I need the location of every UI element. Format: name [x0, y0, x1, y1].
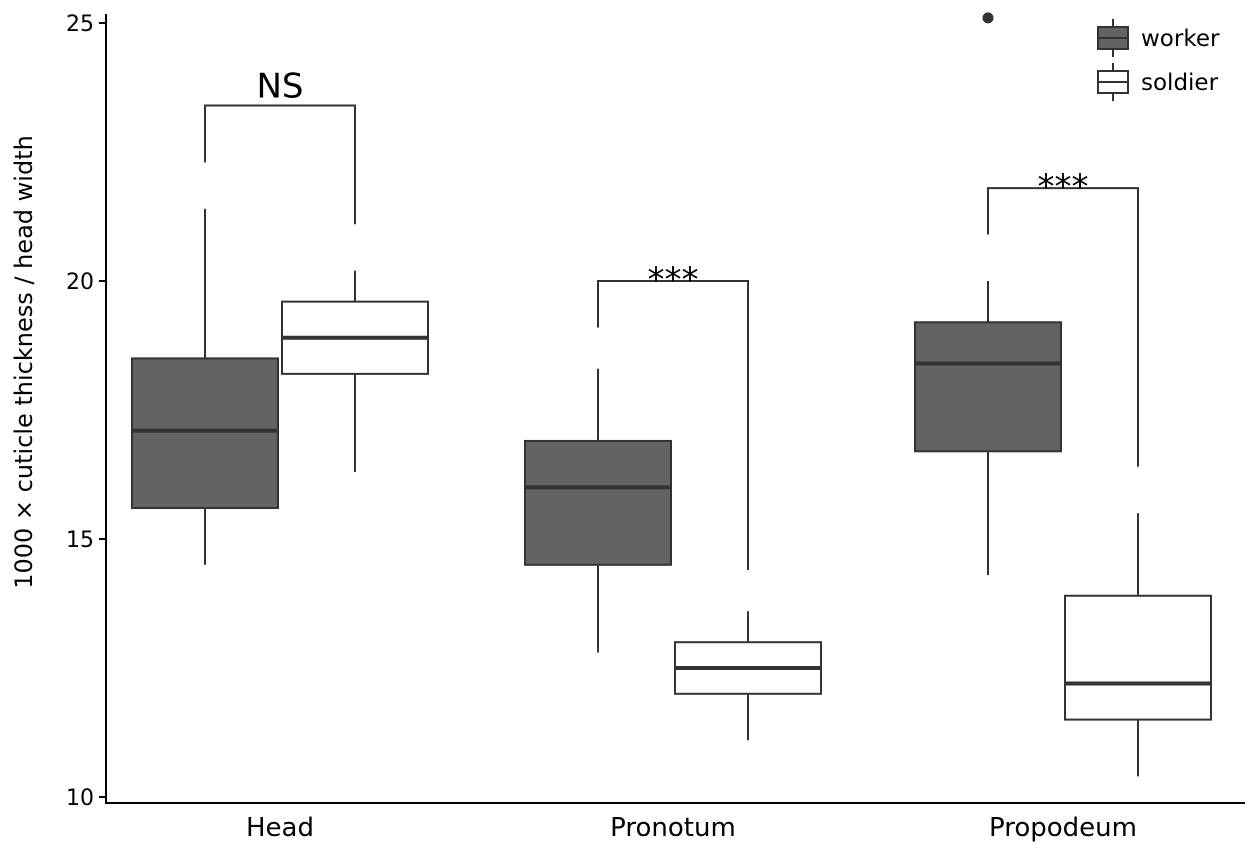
legend: worker soldier: [1097, 19, 1220, 101]
significance-bracket: [597, 280, 749, 570]
legend-label: soldier: [1141, 70, 1219, 96]
box-soldier-head: [281, 270, 429, 472]
legend-item-worker: worker: [1097, 19, 1220, 57]
box-worker-propodeum: [914, 12, 1062, 576]
box-soldier-propodeum: [1064, 513, 1212, 777]
significance-bracket: [987, 187, 1139, 467]
legend-label: worker: [1141, 26, 1220, 52]
significance-label: ***: [648, 260, 699, 300]
box-worker-pronotum: [524, 368, 672, 653]
outlier-point: [982, 12, 994, 24]
y-tick-label: 20: [66, 270, 94, 295]
x-tick-label: Pronotum: [610, 813, 736, 843]
significance-bracket: [204, 104, 356, 225]
box-iqr: [524, 439, 672, 566]
plot-area: 10 15 20 25 Head Pronotum Propodeum NS *** ***: [66, 12, 1245, 843]
box-soldier-pronotum: [674, 611, 822, 741]
x-tick-label: Propodeum: [989, 813, 1137, 843]
legend-item-soldier: soldier: [1097, 63, 1219, 101]
box-worker-head: [131, 208, 279, 565]
box-iqr: [131, 357, 279, 510]
significance-label: ***: [1038, 167, 1089, 207]
y-axis-label: 1000 × cuticle thickness / head width: [10, 135, 38, 589]
box-iqr: [1064, 594, 1212, 721]
y-tick-label: 15: [66, 528, 94, 553]
y-tick-label: 25: [66, 12, 94, 37]
x-tick-label: Head: [246, 813, 314, 843]
y-tick-label: 10: [66, 786, 94, 811]
significance-label: NS: [256, 67, 303, 107]
box-iqr: [914, 321, 1062, 453]
